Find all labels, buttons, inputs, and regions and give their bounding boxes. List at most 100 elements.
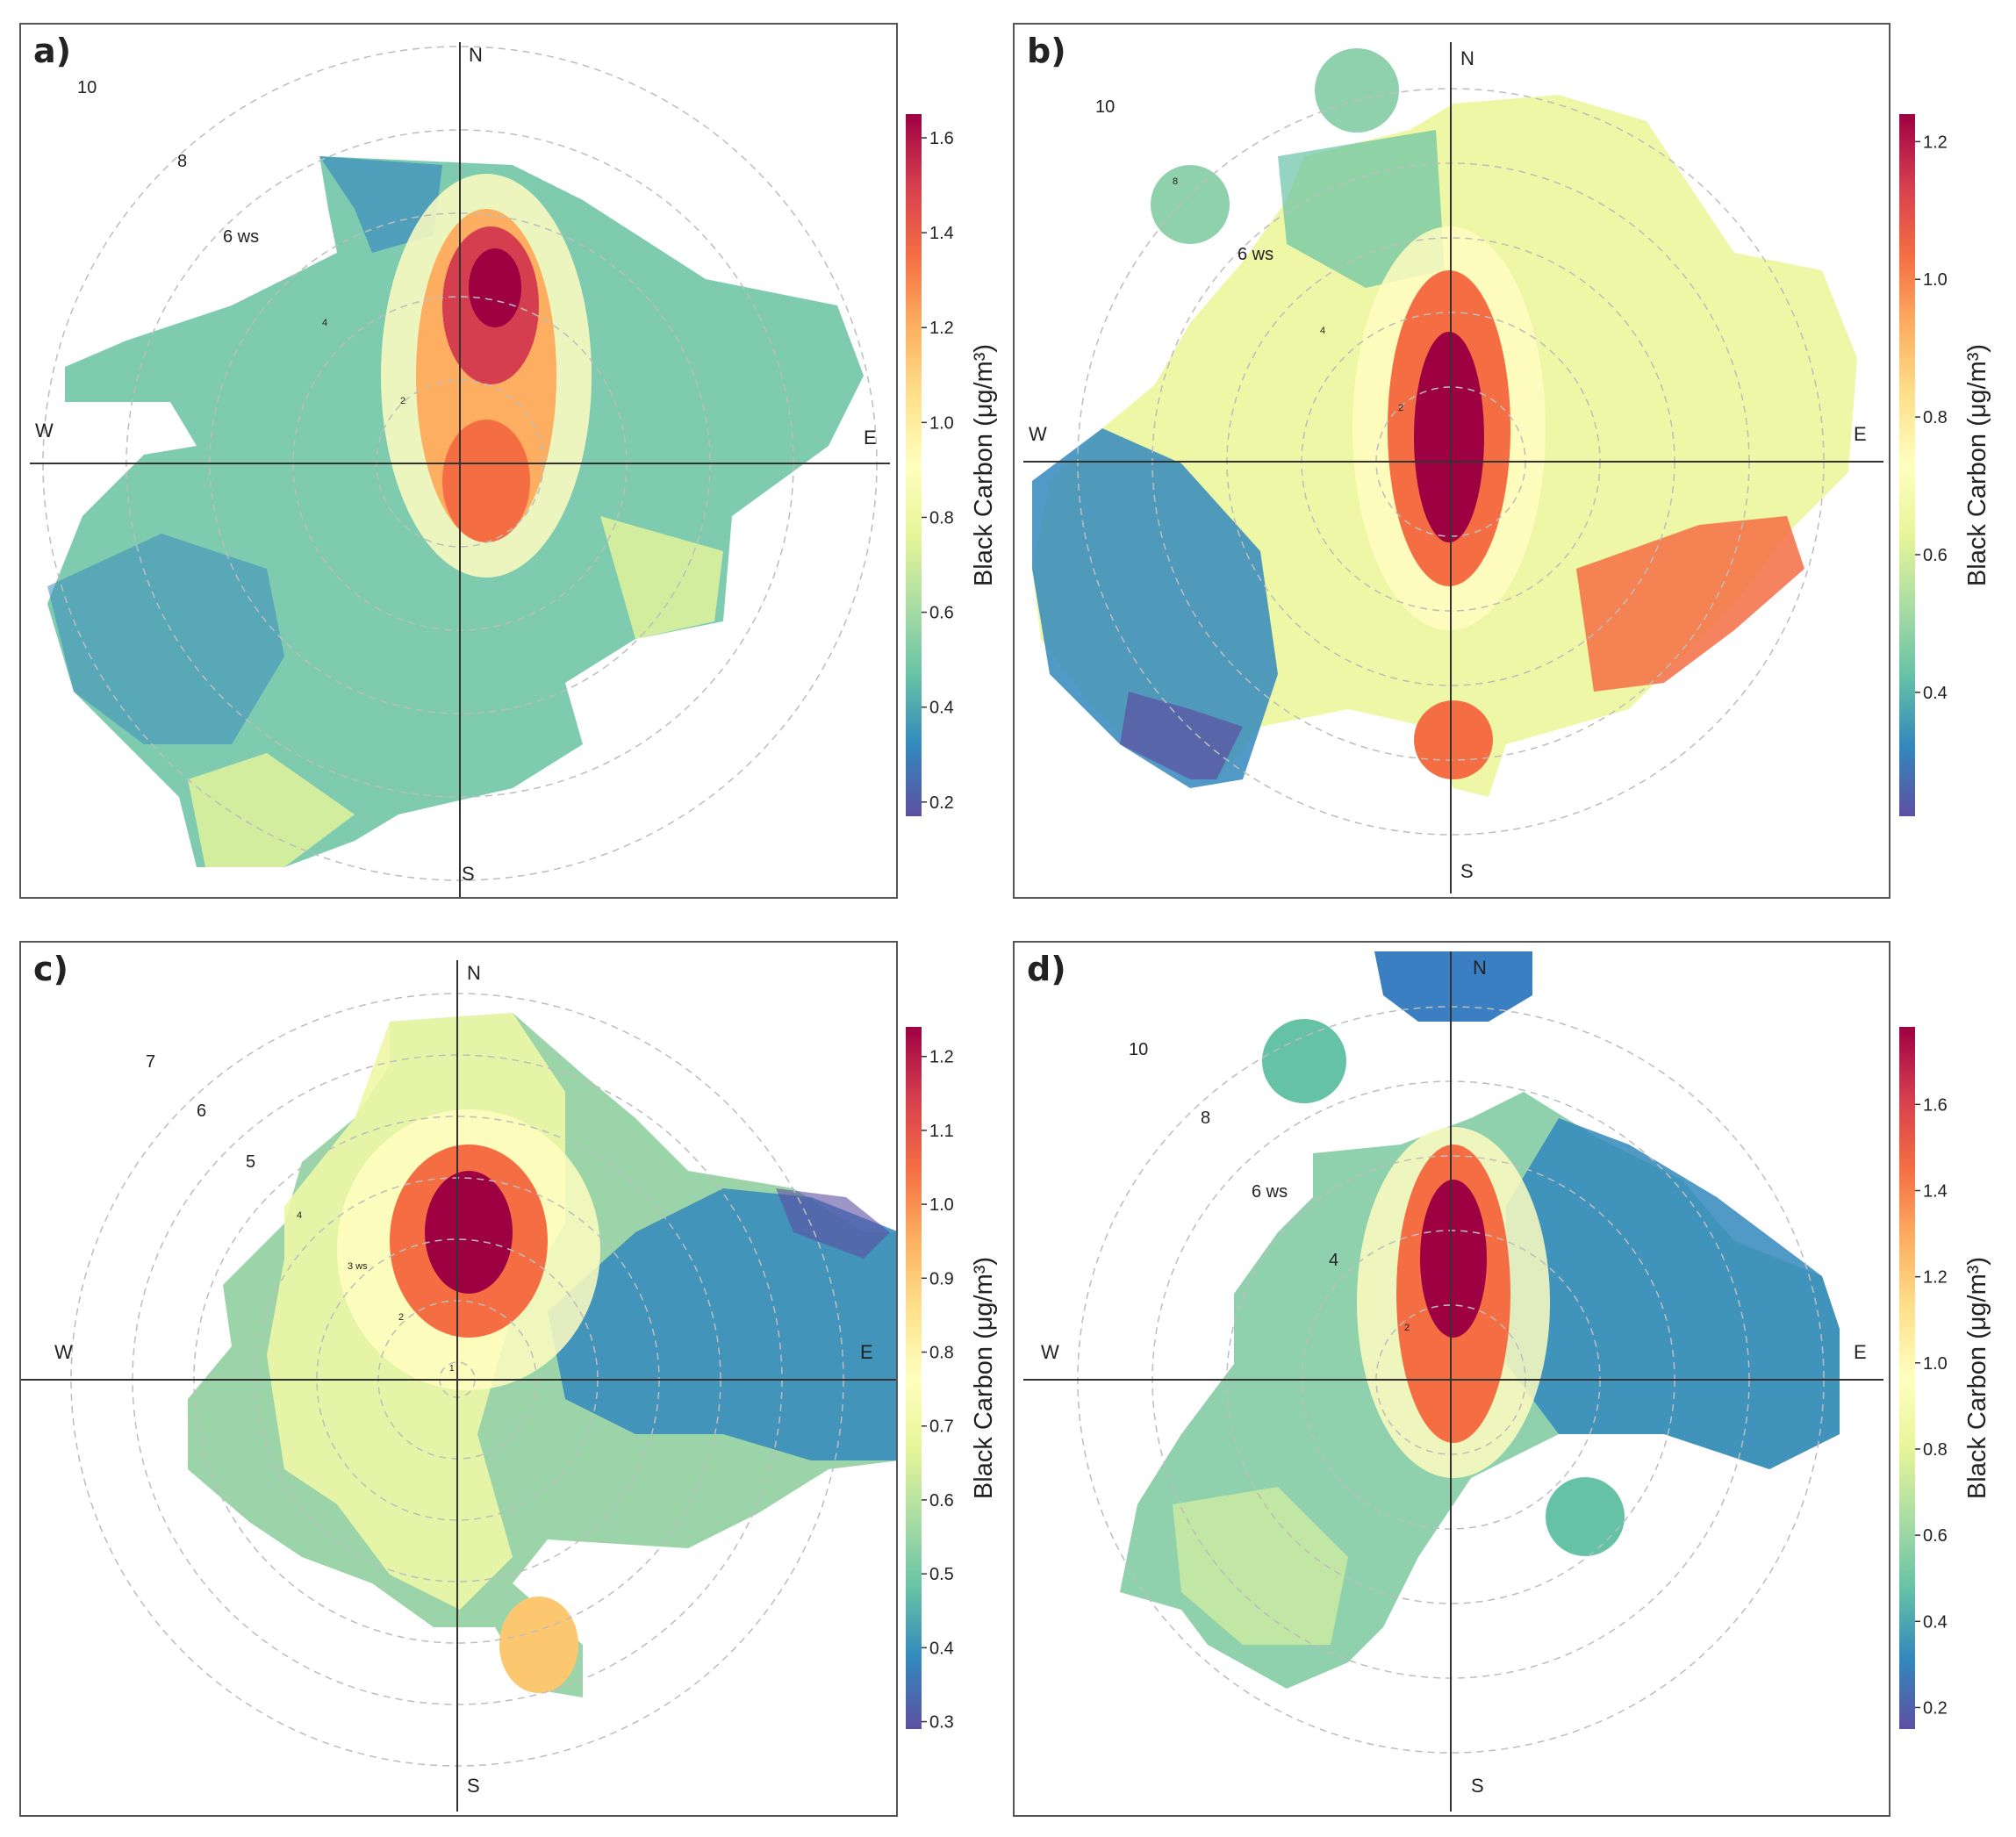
colorbar-tick-label: 0.4	[929, 1639, 954, 1658]
concentration-mid-region	[1173, 1487, 1348, 1645]
concentration-island	[1315, 48, 1399, 133]
colorbar-b: 0.4 0.6 0.8 1.0 1.2 Black Carbon (μg/m³)	[1899, 114, 1991, 816]
compass-e: E	[1854, 423, 1867, 445]
ring-label: 4	[297, 1210, 302, 1221]
colorbar-c: 0.3 0.4 0.5 0.6 0.7 0.8 0.9 1.0 1.1 1.2 Black Carb…	[906, 1027, 998, 1733]
compass-w: W	[54, 1341, 73, 1363]
ring-label: 2	[1398, 403, 1403, 413]
ring-label: 7	[146, 1052, 155, 1072]
colorbar-gradient	[1899, 114, 1915, 816]
colorbar-title: Black Carbon (μg/m³)	[970, 344, 998, 586]
ring-label: 5	[246, 1152, 255, 1172]
colorbar-tick-label: 0.9	[929, 1269, 954, 1288]
compass-e: E	[860, 1341, 873, 1363]
ring-label: 4	[322, 318, 327, 328]
concentration-high-island	[1414, 700, 1493, 779]
colorbar-tick-label: 1.1	[929, 1122, 954, 1141]
concentration-island	[1262, 1019, 1346, 1103]
hotspot-core	[469, 248, 521, 327]
concentration-low-region	[1032, 428, 1278, 788]
concentration-low-region	[1120, 692, 1243, 779]
colorbar-a: 0.2 0.4 0.6 0.8 1.0 1.2 1.4 1.6 Black Carbon (μg…	[906, 114, 998, 816]
colorbar-tick-label: 1.6	[1923, 1095, 1948, 1115]
colorbar-tick-label: 0.2	[1923, 1698, 1948, 1718]
concentration-high-island	[499, 1597, 578, 1693]
colorbar-tick-label: 1.0	[929, 1195, 954, 1215]
hotspot-secondary	[442, 420, 530, 542]
concentration-low-region	[319, 156, 442, 253]
colorbar-tick-label: 1.4	[929, 224, 954, 243]
panel-label: d)	[1027, 950, 1066, 988]
colorbar-tick-label: 1.0	[1923, 1354, 1948, 1374]
colorbar-tick-label: 0.4	[1923, 684, 1948, 703]
colorbar-tick-label: 0.5	[929, 1565, 954, 1584]
ring-label: 2	[398, 1312, 404, 1323]
compass-w: W	[1041, 1341, 1059, 1363]
panel-d: N S W E 10 8 6 ws 4 2 d)	[1013, 941, 1890, 1817]
colorbar-tick-label: 0.8	[1923, 1440, 1948, 1460]
ring-label: 10	[77, 78, 97, 97]
polar-plot-b: N S W E 10 8 6 ws 4 2	[1023, 42, 1883, 893]
colorbar-tick-label: 1.4	[1923, 1182, 1948, 1202]
concentration-mid-region	[1278, 130, 1445, 288]
compass-s: S	[1460, 860, 1474, 882]
colorbar-gradient	[1899, 1027, 1915, 1729]
colorbar-tick-label: 1.2	[1923, 133, 1948, 152]
colorbar-title: Black Carbon (μg/m³)	[970, 1257, 998, 1499]
ring-label: 6 ws	[1252, 1182, 1288, 1202]
compass-n: N	[467, 962, 481, 984]
concentration-low-region	[47, 534, 284, 744]
compass-s: S	[1471, 1775, 1484, 1797]
ring-label: 2	[1404, 1323, 1410, 1333]
ring-label: 10	[1095, 97, 1115, 117]
ring-label: 6	[197, 1101, 206, 1121]
colorbar-tick-label: 0.4	[1923, 1612, 1948, 1632]
concentration-low-region	[776, 1188, 890, 1259]
colorbar-title: Black Carbon (μg/m³)	[1963, 1257, 1991, 1499]
compass-e: E	[864, 427, 877, 448]
panel-c: N S W E 7 6 5 4 3 ws 2 1 c)	[19, 941, 898, 1817]
colorbar-d: 0.2 0.4 0.6 0.8 1.0 1.2 1.4 1.6 Black Carbon (μg…	[1899, 1027, 1991, 1729]
polar-plot-c: N S W E 7 6 5 4 3 ws 2 1	[21, 960, 896, 1812]
ring-label: 6 ws	[1238, 245, 1273, 264]
colorbar-tick-label: 0.7	[929, 1417, 954, 1437]
compass-n: N	[1473, 957, 1487, 979]
colorbar-tick-label: 0.2	[929, 793, 954, 813]
compass-w: W	[1029, 423, 1047, 445]
ring-label: 3 ws	[348, 1261, 368, 1272]
concentration-high-region	[1576, 516, 1804, 692]
concentration-low-region	[1506, 1118, 1840, 1469]
colorbar-gradient	[906, 1027, 922, 1729]
colorbar-tick-label: 1.6	[929, 129, 954, 148]
colorbar-tick-label: 0.6	[1923, 1526, 1948, 1546]
colorbar-tick-label: 1.2	[1923, 1268, 1948, 1288]
ring-label: 2	[400, 396, 405, 406]
colorbar-tick-label: 1.0	[929, 413, 954, 433]
compass-n: N	[1460, 47, 1474, 69]
compass-e: E	[1854, 1341, 1867, 1363]
compass-s: S	[462, 863, 475, 885]
concentration-island	[1151, 165, 1230, 244]
hotspot-core	[1414, 332, 1484, 542]
ring-label: 8	[1173, 176, 1178, 187]
ring-label: 4	[1320, 326, 1325, 336]
compass-n: N	[469, 44, 483, 66]
colorbar-tick-label: 1.2	[929, 319, 954, 338]
hotspot-core	[425, 1171, 513, 1294]
polar-plot-a: N S W E 10 8 6 ws 4 2	[30, 42, 890, 897]
concentration-mid-region	[188, 753, 355, 867]
colorbar-tick-label: 0.8	[929, 1344, 954, 1363]
colorbar-tick-label: 0.6	[1923, 546, 1948, 565]
hotspot-core	[1420, 1180, 1487, 1338]
ring-label: 8	[1201, 1109, 1210, 1128]
colorbar-tick-label: 0.6	[929, 1491, 954, 1511]
colorbar-title: Black Carbon (μg/m³)	[1963, 344, 1991, 586]
panel-label: c)	[33, 950, 68, 988]
ring-label: 8	[177, 152, 187, 171]
compass-s: S	[467, 1775, 480, 1797]
ring-label: 4	[1329, 1251, 1338, 1270]
concentration-low-region	[548, 1188, 896, 1460]
panel-label: a)	[33, 32, 72, 70]
panel-label: b)	[1027, 32, 1066, 70]
colorbar-tick-label: 0.4	[929, 699, 954, 718]
